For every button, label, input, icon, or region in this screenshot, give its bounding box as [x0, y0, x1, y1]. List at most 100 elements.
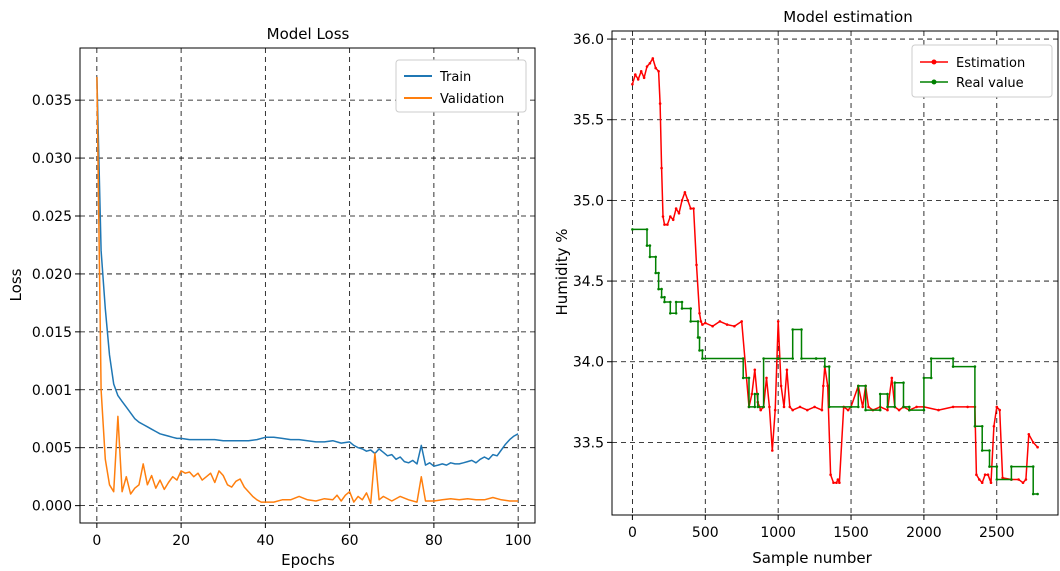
estimation-series-real-value-point: [951, 365, 955, 368]
estimation-series-estimation-point: [689, 207, 692, 210]
estimation-series-real-value-point: [995, 465, 999, 468]
estimation-series-real-value-point: [827, 405, 831, 409]
estimation-series-estimation-point: [829, 473, 832, 477]
estimation-series-estimation-point: [661, 215, 665, 218]
estimation-series-estimation-point: [1027, 433, 1031, 436]
estimation-ytick-label: 34.0: [573, 355, 604, 371]
loss-chart-title: Model Loss: [267, 25, 350, 43]
estimation-series-real-value-point: [698, 349, 701, 352]
estimation-series-real-value-point: [929, 357, 933, 360]
estimation-series-real-value-point: [701, 357, 704, 360]
estimation-series-estimation-point: [669, 215, 672, 218]
estimation-series-real-value-point: [980, 425, 984, 428]
estimation-series-real-value-point: [988, 465, 991, 468]
loss-xtick-label: 0: [92, 533, 101, 549]
estimation-series-real-value-point: [689, 307, 692, 310]
estimation-series-real-value-point: [674, 300, 678, 304]
estimation-series-real-value-point: [973, 425, 977, 428]
estimation-series-estimation-point: [631, 82, 634, 86]
estimation-series-real-value-point: [886, 392, 889, 396]
estimation-legend-real-marker: [931, 79, 937, 85]
estimation-series-estimation-point: [886, 408, 889, 412]
estimation-series-real-value-point: [645, 228, 649, 231]
loss-ytick-label: 0.035: [32, 93, 72, 109]
estimation-series-real-value-point: [800, 357, 803, 360]
loss-ytick-label: 0.020: [32, 267, 72, 283]
estimation-series-real-value-point: [857, 384, 860, 388]
loss-series-validation-line: [96, 76, 519, 505]
estimation-series-real-value-point: [701, 349, 704, 352]
estimation-series-real-value-point: [995, 478, 999, 481]
estimation-series-real-value-point: [878, 392, 882, 396]
estimation-series-estimation-point: [759, 408, 762, 412]
estimation-series-real-value-point: [753, 392, 757, 396]
estimation-series-estimation-point: [915, 405, 918, 409]
estimation-series-real-value-point: [648, 255, 652, 259]
estimation-series-estimation-point: [1036, 445, 1039, 449]
estimation-legend-box: [911, 44, 1053, 98]
estimation-series-estimation-point: [867, 405, 870, 409]
estimation-series-estimation-point: [654, 66, 657, 70]
estimation-legend-real-label: Real value: [956, 76, 1024, 91]
estimation-series-real-value-point: [1010, 478, 1013, 481]
estimation-series-real-value-point: [631, 228, 634, 231]
estimation-series-real-value-point: [756, 405, 760, 409]
estimation-series-real-value-point: [762, 405, 765, 409]
loss-xtick-label: 80: [425, 533, 443, 549]
estimation-chart-ticks: 0 500 1000 1500 2000 2500 33.5 34.0 34.5 35.0 35.5…: [573, 32, 1015, 541]
estimation-series-estimation-point: [836, 478, 840, 481]
estimation-series-real-value-point: [680, 307, 684, 310]
estimation-series-real-value-point: [791, 357, 794, 360]
estimation-series-estimation-point: [718, 320, 722, 323]
estimation-series-real-value-point: [800, 328, 803, 331]
estimation-series-estimation-point: [791, 408, 794, 412]
estimation-series-estimation-point: [677, 212, 681, 215]
loss-ytick-label: 0.025: [32, 209, 72, 225]
estimation-series-estimation-point: [683, 191, 687, 194]
estimation-series-estimation-point: [660, 166, 663, 170]
estimation-series-estimation-point: [733, 324, 736, 328]
estimation-series-estimation-point: [978, 478, 981, 481]
estimation-series-real-value-point: [1031, 465, 1035, 468]
estimation-series-estimation-point: [813, 405, 816, 409]
estimation-series-estimation-point: [820, 408, 824, 412]
estimation-series-estimation-point: [980, 481, 984, 485]
estimation-series-real-value-point: [762, 357, 765, 360]
estimation-series-estimation-point: [779, 384, 783, 388]
estimation-series-real-value-point: [680, 300, 684, 304]
estimation-series-estimation-point: [634, 73, 637, 76]
estimation-series-estimation-point: [890, 376, 894, 380]
estimation-chart-grid: [612, 31, 1058, 515]
estimation-series-estimation-point: [699, 320, 703, 323]
estimation-series-estimation-point: [1031, 441, 1035, 444]
estimation-series-estimation-point: [989, 481, 993, 485]
estimation-series-estimation-point: [768, 405, 771, 409]
estimation-series-estimation-point: [776, 320, 780, 323]
estimation-chart-title: Model estimation: [783, 8, 912, 26]
estimation-series-estimation-point: [645, 65, 649, 68]
estimation-series-estimation-point: [701, 323, 704, 326]
loss-xtick-label: 60: [341, 533, 359, 549]
estimation-series-real-value-point: [973, 365, 977, 368]
estimation-series-real-value-point: [791, 328, 794, 331]
estimation-xtick-label: 2000: [906, 525, 942, 541]
estimation-series-real-value-point: [698, 336, 701, 339]
estimation-xtick-label: 1500: [833, 525, 869, 541]
estimation-series-real-value-point: [893, 381, 897, 385]
loss-ytick-label: 0.030: [32, 151, 72, 167]
estimation-series-estimation-point: [692, 207, 695, 210]
estimation-series-real-value-point: [902, 405, 905, 409]
estimation-legend-estimation-marker: [931, 59, 937, 65]
estimation-series-estimation-point: [846, 408, 850, 412]
estimation-series-estimation-point: [753, 368, 757, 372]
estimation-series-estimation-point: [1017, 478, 1020, 481]
estimation-series-estimation-point: [765, 376, 768, 380]
estimation-series-estimation-point: [674, 207, 678, 210]
estimation-series-estimation-point: [861, 405, 864, 409]
estimation-series-estimation-point: [897, 408, 901, 412]
estimation-series-real-value-point: [747, 376, 751, 380]
estimation-series-real-value-point: [864, 408, 867, 412]
loss-chart-ylabel: Loss: [7, 268, 25, 301]
estimation-series-real-value-point: [857, 405, 860, 409]
estimation-xtick-label: 1000: [760, 525, 796, 541]
